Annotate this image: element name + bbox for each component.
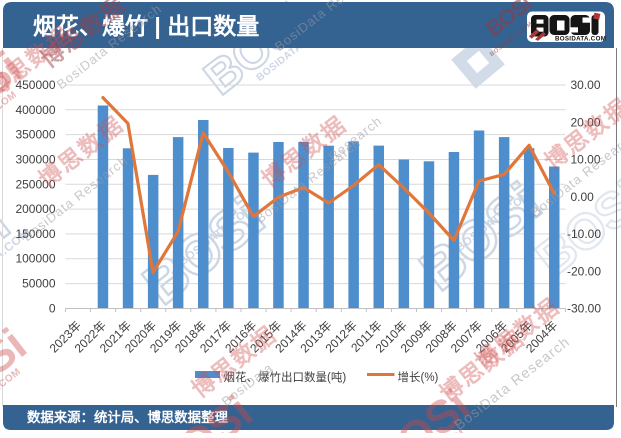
svg-text:数据来源：统计局、博思数据整理: 数据来源：统计局、博思数据整理 <box>27 409 228 425</box>
svg-text:100000: 100000 <box>15 252 55 266</box>
svg-text:350000: 350000 <box>15 128 55 142</box>
svg-text:-10.00: -10.00 <box>567 227 601 241</box>
svg-text:0.00: 0.00 <box>571 190 595 204</box>
svg-text:-20.00: -20.00 <box>567 264 601 278</box>
svg-text:400000: 400000 <box>15 103 55 117</box>
svg-text:0: 0 <box>49 302 56 316</box>
svg-text:-30.00: -30.00 <box>567 302 601 316</box>
svg-text:增长(%): 增长(%) <box>398 370 439 384</box>
svg-text:BOSIDATA.COM: BOSIDATA.COM <box>555 36 606 43</box>
svg-text:30.00: 30.00 <box>571 78 601 92</box>
svg-text:50000: 50000 <box>22 277 56 291</box>
